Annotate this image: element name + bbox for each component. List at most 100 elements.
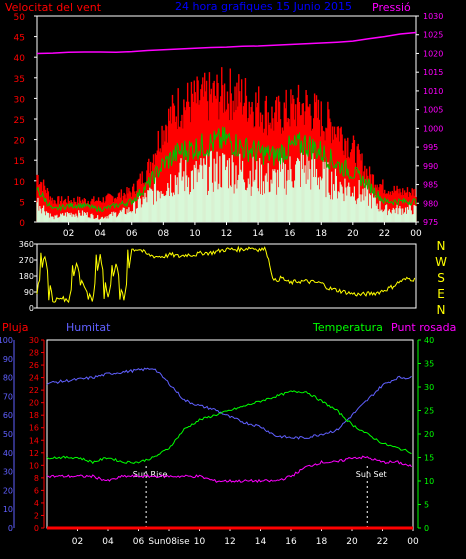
x-tick-label: 00 [407,537,419,547]
dew-point-line [46,455,412,484]
y-tick-label: 90 [24,288,34,297]
rain-tick-label: 14 [29,436,39,445]
humidity-tick-label: 40 [3,449,13,458]
rain-tick-label: 28 [29,349,39,358]
humidity-tick-label: 80 [3,374,13,383]
y-tick-label: 0 [29,304,34,313]
dew-point-label: Punt rosada [391,321,456,334]
x-tick-label: Sun08ise [148,537,190,547]
sun-marker-label: Sun Rise [133,470,168,479]
wind-avg-line [36,126,417,213]
temperature-tick-label: 15 [424,454,434,463]
humidity-tick-label: 90 [3,355,13,364]
y2-tick-label: 1010 [423,87,443,96]
wind-pressure-chart: 5045403530252015105010301025102010151010… [14,12,444,239]
y-tick-label: 270 [19,256,34,265]
temperature-line [46,390,412,465]
temperature-tick-label: 35 [424,360,434,369]
y2-tick-label: 1015 [423,68,443,77]
humidity-tick-label: 50 [3,430,13,439]
plot-frame [36,243,417,309]
x-tick-label: 04 [102,537,114,547]
humidity-tick-label: 0 [8,524,13,533]
x-tick-label: 18 [316,229,328,239]
compass-label: E [437,287,445,301]
y-tick-label: 15 [14,157,25,167]
y-tick-label: 180 [19,272,34,281]
humidity-line [46,367,412,440]
compass-label: N [437,303,446,317]
humidity-label: Humitat [66,321,111,334]
rain-tick-label: 12 [29,449,39,458]
plot-frame [46,339,414,529]
y-tick-label: 360 [19,240,34,249]
chart-title: 24 hora grafiques 15 Junio 2015 [175,0,352,13]
compass-label: W [435,255,447,269]
temperature-label: Temperatura [312,321,383,334]
sun-marker-label: Sun Set [356,470,387,479]
x-tick-label: 20 [346,537,358,547]
x-tick-label: 02 [63,229,74,239]
x-tick-label: 12 [224,537,235,547]
compass-label: S [437,271,445,285]
rain-tick-label: 10 [29,461,39,470]
rain-tick-label: 2 [34,511,39,520]
temperature-tick-label: 40 [424,336,434,345]
pressure-line [36,31,417,55]
y2-tick-label: 1005 [423,106,443,115]
humidity-tick-label: 20 [3,486,13,495]
compass-label: N [437,239,446,253]
rain-tick-label: 30 [29,336,39,345]
x-tick-label: 22 [377,537,388,547]
x-tick-label: 06 [126,229,138,239]
y-tick-label: 5 [19,198,25,208]
rain-tick-label: 24 [29,374,39,383]
temperature-tick-label: 0 [424,524,429,533]
y2-tick-label: 1020 [423,49,443,58]
y2-tick-label: 990 [423,162,438,171]
x-tick-label: 08 [158,229,170,239]
x-tick-label: 22 [379,229,390,239]
y2-tick-label: 995 [423,143,438,152]
x-tick-label: 10 [189,229,201,239]
rain-tick-label: 0 [34,524,39,533]
x-tick-label: 18 [316,537,328,547]
wind-direction-line [36,245,416,304]
y-tick-label: 25 [14,116,25,126]
y-tick-label: 0 [19,219,25,229]
y-tick-label: 10 [14,178,26,188]
rain-tick-label: 6 [34,486,39,495]
x-tick-label: 10 [194,537,206,547]
y-tick-label: 50 [14,13,26,23]
humidity-tick-label: 70 [3,392,13,401]
rain-tick-label: 8 [34,474,39,483]
x-tick-label: 14 [255,537,267,547]
x-tick-label: 12 [221,229,232,239]
y2-tick-label: 1025 [423,31,443,40]
x-tick-label: 16 [285,537,297,547]
temperature-tick-label: 20 [424,430,434,439]
x-tick-label: 06 [133,537,145,547]
rain-tick-label: 4 [34,499,39,508]
x-tick-label: 20 [347,229,359,239]
y-tick-label: 35 [14,75,25,85]
x-tick-label: 02 [72,537,83,547]
y2-tick-label: 985 [423,181,438,190]
x-tick-label: 14 [252,229,264,239]
y2-tick-label: 1030 [423,12,443,21]
rain-tick-label: 22 [29,386,39,395]
x-tick-label: 00 [410,229,422,239]
temperature-tick-label: 5 [424,501,429,510]
y-tick-label: 20 [14,137,26,147]
x-tick-label: 16 [284,229,296,239]
rain-tick-label: 16 [29,424,39,433]
x-tick-label: 04 [94,229,106,239]
y2-tick-label: 975 [423,218,438,227]
humidity-tick-label: 100 [0,336,13,345]
humidity-temperature-chart: 1009080706050403020100302826242220181614… [0,336,434,547]
y-tick-label: 30 [14,95,26,105]
rain-tick-label: 26 [29,361,39,370]
humidity-tick-label: 60 [3,411,13,420]
